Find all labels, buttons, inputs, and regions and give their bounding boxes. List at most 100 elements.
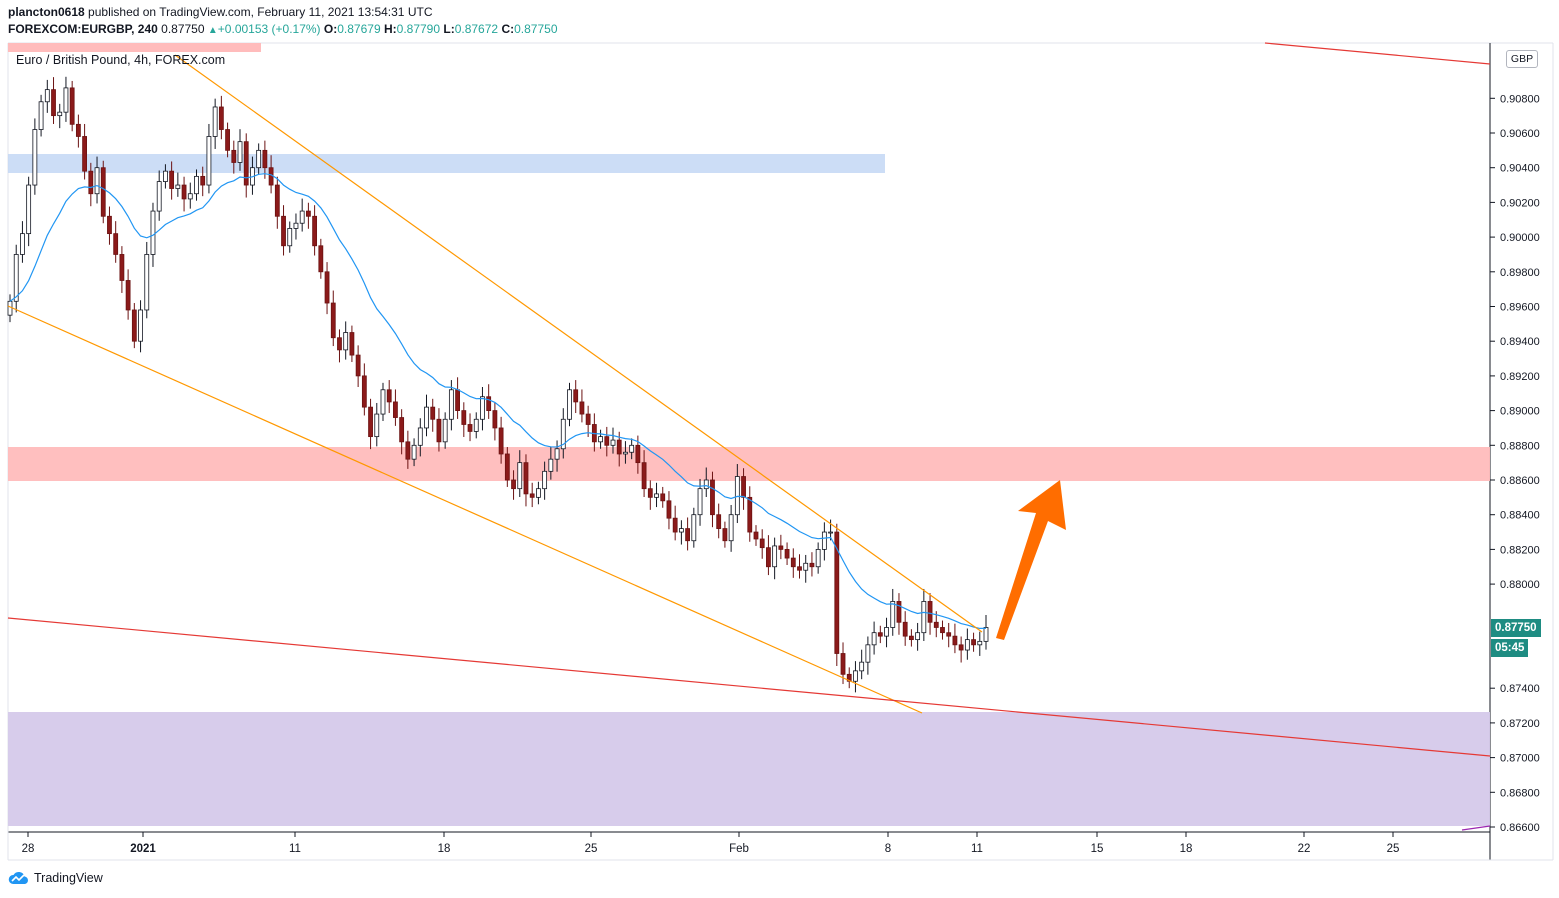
candle-down[interactable]: [666, 500, 672, 519]
candle-down[interactable]: [181, 184, 187, 200]
candle-up[interactable]: [703, 479, 709, 490]
candle-down[interactable]: [840, 653, 846, 675]
candle-up[interactable]: [94, 167, 100, 195]
candle-up[interactable]: [884, 627, 889, 637]
candle-down[interactable]: [399, 417, 405, 443]
candle-up[interactable]: [44, 89, 50, 103]
candle-up[interactable]: [380, 389, 386, 415]
candle-up[interactable]: [13, 254, 19, 302]
candle-up[interactable]: [977, 640, 983, 646]
candle-down[interactable]: [641, 462, 647, 490]
candle-up[interactable]: [629, 444, 635, 453]
candle-up[interactable]: [983, 627, 989, 642]
candle-down[interactable]: [933, 621, 939, 628]
candle-down[interactable]: [100, 167, 106, 217]
candle-up[interactable]: [194, 175, 199, 195]
candle-down[interactable]: [467, 424, 473, 432]
candle-down[interactable]: [529, 493, 535, 498]
candle-up[interactable]: [424, 406, 429, 429]
candle-down[interactable]: [759, 538, 765, 549]
candle-down[interactable]: [797, 566, 802, 571]
candle-down[interactable]: [131, 309, 137, 342]
candle-down[interactable]: [355, 354, 361, 377]
candle-down[interactable]: [386, 389, 392, 403]
candle-down[interactable]: [455, 389, 460, 411]
candle-down[interactable]: [492, 410, 498, 429]
candle-down[interactable]: [585, 413, 591, 425]
candle-down[interactable]: [834, 531, 840, 654]
candle-down[interactable]: [766, 547, 771, 568]
candle-up[interactable]: [964, 639, 970, 651]
candle-down[interactable]: [946, 632, 952, 637]
candle-up[interactable]: [138, 309, 143, 342]
candle-down[interactable]: [635, 444, 641, 464]
candle-up[interactable]: [20, 233, 25, 255]
candle-down[interactable]: [200, 175, 206, 186]
candle-up[interactable]: [212, 106, 218, 137]
candle-up[interactable]: [57, 111, 63, 117]
candle-up[interactable]: [517, 462, 523, 490]
candle-up[interactable]: [654, 493, 659, 498]
candle-up[interactable]: [859, 661, 865, 672]
candle-down[interactable]: [710, 479, 715, 516]
candle-down[interactable]: [312, 215, 318, 247]
candle-down[interactable]: [722, 528, 728, 542]
candle-down[interactable]: [952, 635, 958, 646]
candle-down[interactable]: [523, 462, 529, 495]
purple-trendline[interactable]: [1461, 825, 1491, 831]
candle-up[interactable]: [187, 193, 193, 200]
candle-up[interactable]: [144, 254, 150, 311]
candle-down[interactable]: [274, 184, 280, 217]
candle-up[interactable]: [921, 601, 927, 634]
candle-up[interactable]: [150, 210, 156, 255]
candle-up[interactable]: [38, 101, 44, 130]
forecast-arrow[interactable]: [996, 480, 1066, 640]
candle-up[interactable]: [299, 210, 305, 224]
candle-down[interactable]: [573, 389, 579, 403]
candle-down[interactable]: [660, 493, 666, 502]
candle-up[interactable]: [772, 545, 778, 568]
candle-up[interactable]: [287, 228, 293, 247]
candle-up[interactable]: [26, 184, 32, 235]
candle-down[interactable]: [940, 627, 945, 634]
candle-up[interactable]: [7, 300, 13, 316]
candle-up[interactable]: [206, 136, 212, 186]
candle-up[interactable]: [175, 184, 181, 189]
candle-up[interactable]: [890, 601, 896, 628]
candle-up[interactable]: [256, 149, 262, 169]
candle-up[interactable]: [32, 129, 38, 186]
candle-down[interactable]: [927, 601, 933, 623]
candle-down[interactable]: [511, 479, 516, 490]
candle-down[interactable]: [361, 375, 367, 408]
candle-down[interactable]: [125, 280, 131, 311]
candle-up[interactable]: [815, 549, 821, 568]
candle-down[interactable]: [119, 254, 125, 281]
candle-down[interactable]: [51, 89, 56, 117]
candle-up[interactable]: [678, 528, 684, 533]
candle-down[interactable]: [169, 170, 175, 189]
author-name[interactable]: plancton0618: [8, 5, 85, 19]
candle-up[interactable]: [697, 488, 703, 516]
candle-down[interactable]: [498, 427, 504, 455]
candle-down[interactable]: [672, 517, 678, 533]
candle-up[interactable]: [536, 488, 541, 498]
candle-up[interactable]: [480, 396, 485, 420]
candle-down[interactable]: [716, 514, 722, 529]
candle-down[interactable]: [318, 245, 324, 273]
candle-down[interactable]: [393, 401, 398, 418]
long-trendline-upper[interactable]: [1264, 42, 1491, 65]
candle-down[interactable]: [579, 401, 585, 415]
candle-down[interactable]: [75, 123, 81, 137]
currency-label[interactable]: GBP: [1506, 50, 1538, 68]
candle-up[interactable]: [442, 418, 448, 443]
resistance-zone-blue[interactable]: [8, 154, 885, 173]
candle-up[interactable]: [803, 562, 809, 571]
candle-up[interactable]: [548, 458, 554, 472]
candle-down[interactable]: [616, 439, 622, 455]
candle-up[interactable]: [560, 418, 566, 450]
candle-down[interactable]: [218, 106, 224, 130]
candle-down[interactable]: [784, 549, 790, 559]
candle-down[interactable]: [958, 644, 964, 651]
candle-up[interactable]: [343, 332, 349, 351]
candle-down[interactable]: [405, 441, 411, 460]
